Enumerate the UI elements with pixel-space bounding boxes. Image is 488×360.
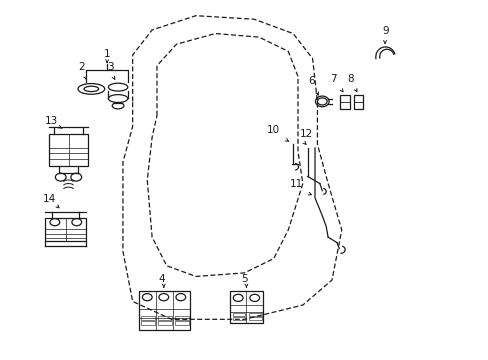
Text: 1: 1 <box>103 49 110 59</box>
Text: 9: 9 <box>382 26 388 36</box>
Text: 12: 12 <box>299 129 312 139</box>
Text: 5: 5 <box>241 274 247 284</box>
Text: 4: 4 <box>158 274 165 284</box>
Text: 10: 10 <box>266 125 279 135</box>
Text: 2: 2 <box>78 62 85 72</box>
Text: 3: 3 <box>107 62 114 72</box>
Text: 7: 7 <box>329 74 336 84</box>
Text: 8: 8 <box>346 74 353 84</box>
Text: 11: 11 <box>289 179 302 189</box>
Text: 6: 6 <box>307 76 314 86</box>
Text: 13: 13 <box>44 116 58 126</box>
Text: 14: 14 <box>42 194 56 204</box>
